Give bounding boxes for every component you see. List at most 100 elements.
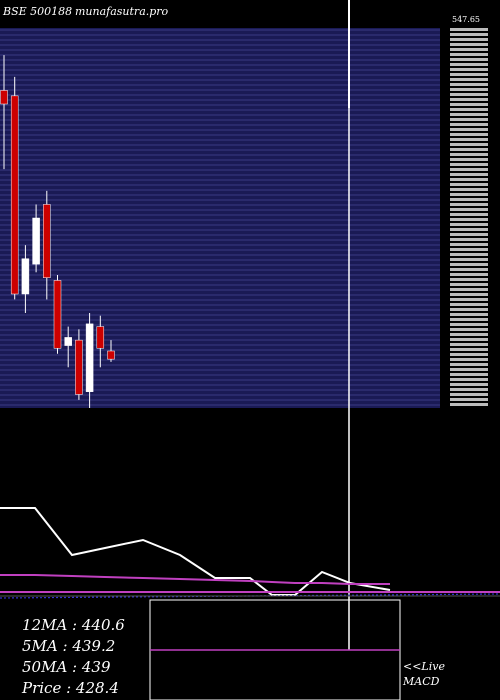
chart-title: BSE 500188 [2,5,72,18]
indicator-blue-line [0,593,500,599]
axis-tick-label [450,133,488,136]
indicator-panel [0,507,500,599]
axis-tick-label [450,238,488,241]
axis-tick-label [450,288,488,291]
axis-tick-label [450,388,488,391]
axis-tick-label [450,203,488,206]
axis-tick-label [450,393,488,396]
ma5-label: 5MA : 439.2 [22,637,115,655]
axis-tick-label [450,313,488,316]
axis-tick-label [450,68,488,71]
axis-tick-label [450,383,488,386]
axis-tick-label [450,323,488,326]
axis-tick-label [450,253,488,256]
axis-tick-label [450,373,488,376]
axis-tick-label [450,248,488,251]
axis-tick-label [450,303,488,306]
axis-tick-label [450,338,488,341]
axis-tick-label [450,193,488,196]
axis-tick-label [450,148,488,151]
axis-tick-label [450,398,488,401]
axis-tick-label [450,88,488,91]
axis-tick-label [450,93,488,96]
axis-tick-label [450,163,488,166]
candle-body [53,280,62,349]
axis-tick-label [450,103,488,106]
price-label: Price : 428.4 [21,679,119,697]
axis-tick-label [450,83,488,86]
axis-tick-label [450,43,488,46]
axis-tick-label [450,38,488,41]
candle-body [107,350,115,360]
indicator-line [0,507,391,596]
axis-tick-label [450,108,488,111]
axis-tick-label [450,378,488,381]
axis-tick-label [450,263,488,266]
candle-body [10,95,19,295]
candles [0,55,115,408]
axis-tick-label [450,348,488,351]
candle-body [43,204,51,278]
axis-tick-label [450,158,488,161]
axis-tick-label [450,283,488,286]
axis-tick-label [450,218,488,221]
candle-body [32,217,40,265]
axis-tick-label [450,138,488,141]
axis-tick-label [450,63,488,66]
axis-tick-label [450,308,488,311]
axis-tick-label [450,273,488,276]
axis-tick-label [450,188,488,191]
axis-tick-label [450,28,488,31]
price-panel [0,28,440,408]
ma50-label: 50MA : 439 [22,658,111,676]
axis-tick-label [450,333,488,336]
axis-tick-label [450,343,488,346]
axis-tick-label [450,73,488,76]
site-name[interactable]: munafasutra.pro [75,5,169,18]
candle-body [64,337,72,346]
axis-tick-label [450,58,488,61]
axis-tick-label [450,213,488,216]
axis-tick-label [450,243,488,246]
axis-tick-label [450,153,488,156]
axis-tick-label [450,223,488,226]
live-macd-link[interactable]: <<Live MACD [402,660,448,688]
candle-body [0,90,8,105]
axis-tick-label [450,233,488,236]
axis-tick-label [450,318,488,321]
axis-tick-label [450,293,488,296]
axis-tick-label [450,198,488,201]
axis-tick-label [450,298,488,301]
candle-body [75,339,83,395]
axis-tick-label [450,113,488,116]
axis-tick-label [450,173,488,176]
axis-tick-label [450,208,488,211]
candle-body [96,326,105,349]
axis-tick-label [450,53,488,56]
axis-tick-label [450,128,488,131]
axis-tick-label [450,358,488,361]
indicator-ma-line [0,574,390,585]
axis-tick-label [450,178,488,181]
axis-tick-label [450,268,488,271]
axis-tick-label [450,328,488,331]
axis-labels [450,28,488,406]
axis-tick-label [450,98,488,101]
axis-tick-label [450,78,488,81]
axis-tick-label [450,183,488,186]
axis-tick-label [450,363,488,366]
axis-tick-label [450,123,488,126]
axis-tick-label [450,403,488,406]
candle-body [85,323,94,392]
y-axis-top-label: 547.65 [452,15,480,24]
axis-tick-label [450,368,488,371]
axis-tick-label [450,228,488,231]
grid-lines [0,29,440,406]
axis-tick-label [450,118,488,121]
axis-tick-label [450,258,488,261]
axis-tick-label [450,168,488,171]
axis-tick-label [450,278,488,281]
axis-tick-label [450,353,488,356]
